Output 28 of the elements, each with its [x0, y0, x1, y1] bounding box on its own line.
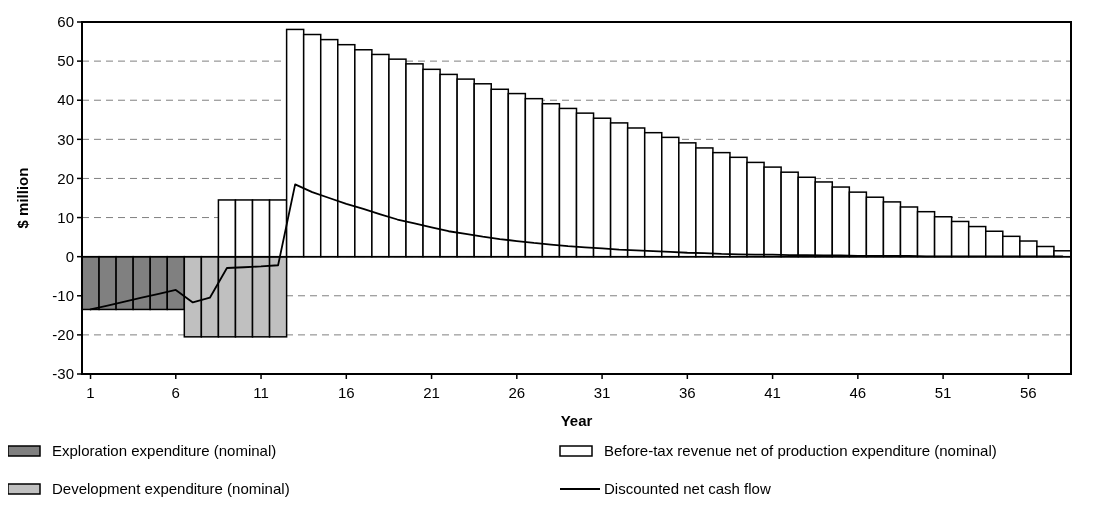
- x-tick-label: 1: [86, 384, 95, 401]
- legend-label: Exploration expenditure (nominal): [52, 442, 277, 460]
- y-tick-label: 30: [57, 130, 74, 148]
- x-tick-label: 16: [337, 384, 355, 401]
- x-tick-label: 56: [1020, 384, 1037, 401]
- y-tick-label: 50: [57, 52, 74, 70]
- y-tick-label: -30: [52, 365, 74, 383]
- legend-label: Discounted net cash flow: [604, 480, 771, 498]
- legend-label: Development expenditure (nominal): [52, 480, 290, 498]
- x-tick-label: 11: [253, 384, 269, 401]
- x-tick-label: 21: [423, 384, 440, 401]
- x-tick-label: 46: [849, 384, 867, 401]
- x-tick-label: 41: [764, 384, 781, 401]
- x-tick-label: 51: [934, 384, 952, 401]
- y-tick-label: -10: [52, 287, 74, 305]
- y-tick-label: 40: [57, 91, 74, 109]
- legend-label: Before-tax revenue net of production expenditure (nominal): [604, 442, 997, 460]
- x-tick-label: 6: [171, 384, 180, 401]
- y-tick-label: 60: [57, 13, 74, 31]
- x-tick-label: 31: [593, 384, 611, 401]
- x-tick-label: 26: [508, 384, 526, 401]
- y-tick-label: 0: [65, 247, 74, 265]
- x-tick-label: 36: [678, 384, 696, 401]
- y-axis-title: $ million: [14, 167, 31, 229]
- y-tick-label: 20: [57, 169, 74, 187]
- x-axis-title: Year: [560, 412, 593, 429]
- y-tick-label: -20: [52, 326, 74, 344]
- y-tick-label: 10: [57, 208, 74, 226]
